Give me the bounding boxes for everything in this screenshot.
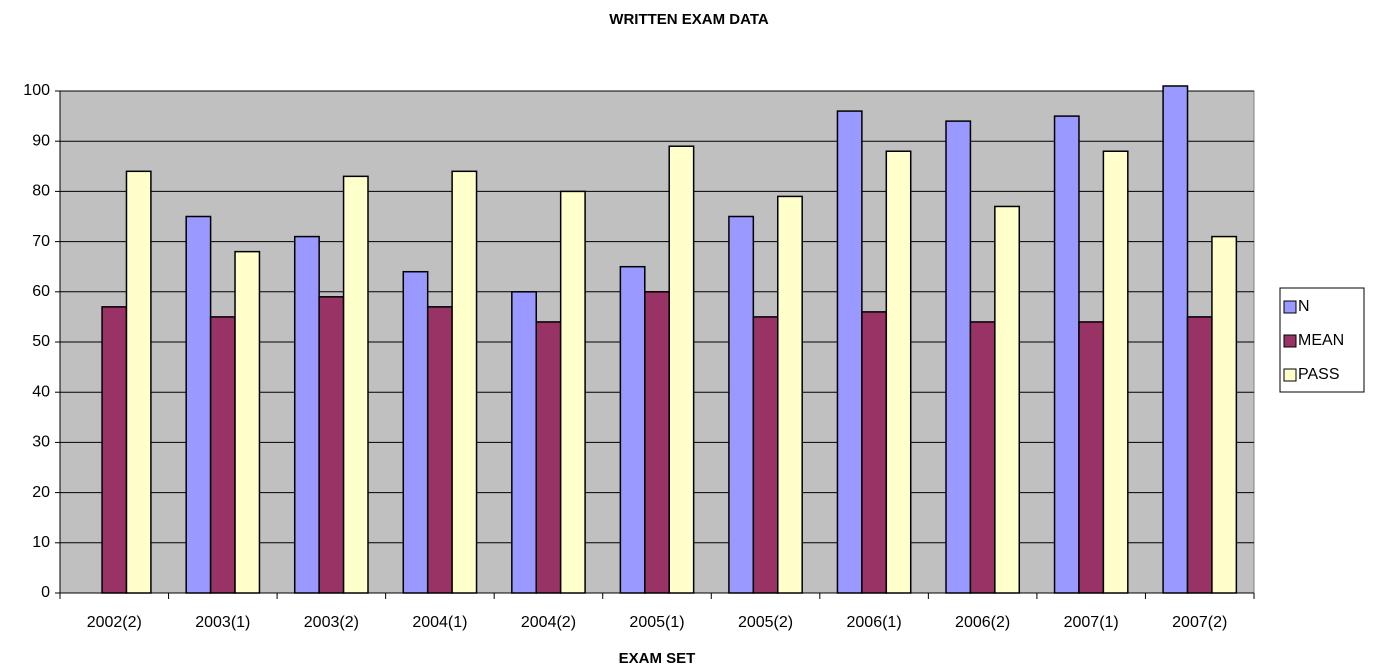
bar <box>668 145 695 594</box>
y-tick-label: 90 <box>32 132 50 149</box>
bar <box>234 250 261 594</box>
x-tick-label: 2003(2) <box>304 614 359 631</box>
x-tick-label: 2002(2) <box>87 614 142 631</box>
y-tick-label: 40 <box>32 383 50 400</box>
y-tick-label: 100 <box>23 82 50 99</box>
legend-swatch <box>1283 368 1297 382</box>
bar <box>402 270 429 594</box>
bar <box>1211 235 1238 594</box>
y-tick-label: 30 <box>32 434 50 451</box>
x-tick-label: 2005(1) <box>629 614 684 631</box>
y-tick-label: 50 <box>32 333 50 350</box>
bar <box>836 110 863 594</box>
bar <box>1186 316 1213 594</box>
y-tick-label: 70 <box>32 233 50 250</box>
bar <box>318 296 345 594</box>
x-tick-label: 2003(1) <box>195 614 250 631</box>
bar <box>1053 115 1080 594</box>
bar <box>777 195 803 594</box>
bar <box>185 215 212 594</box>
bar <box>559 190 586 594</box>
bar <box>209 316 236 594</box>
x-tick-label: 2006(1) <box>847 614 902 631</box>
bar <box>945 120 972 594</box>
bar <box>885 150 912 594</box>
y-tick-label: 20 <box>32 484 50 501</box>
bar <box>1078 321 1105 594</box>
y-tick-label: 60 <box>32 283 50 300</box>
bar <box>511 291 537 594</box>
legend-swatch <box>1283 334 1297 348</box>
y-tick-label: 80 <box>32 183 50 200</box>
legend-label: MEAN <box>1298 332 1344 349</box>
x-tick-label: 2004(2) <box>521 614 576 631</box>
bar <box>535 321 562 594</box>
x-tick-label: 2004(1) <box>412 614 467 631</box>
legend-swatch <box>1283 300 1297 314</box>
bar <box>1102 150 1129 594</box>
bar <box>293 235 320 594</box>
bar <box>451 170 478 594</box>
legend-label: PASS <box>1298 366 1340 383</box>
bar <box>1162 85 1189 594</box>
x-tick-label: 2006(2) <box>955 614 1010 631</box>
bar <box>861 311 888 594</box>
bar <box>994 205 1021 594</box>
bar <box>426 306 453 594</box>
chart-title: WRITTEN EXAM DATA <box>609 11 769 28</box>
x-axis-label: EXAM SET <box>619 650 696 667</box>
x-tick-label: 2005(2) <box>738 614 793 631</box>
bar <box>728 215 755 594</box>
bar <box>752 316 779 594</box>
bar <box>342 175 369 594</box>
x-tick-label: 2007(2) <box>1172 614 1227 631</box>
y-tick-label: 10 <box>32 534 50 551</box>
bar <box>125 170 152 594</box>
bar <box>969 321 996 594</box>
bar <box>101 306 128 594</box>
bar <box>619 265 646 594</box>
x-tick-label: 2007(1) <box>1064 614 1119 631</box>
legend-label: N <box>1298 298 1310 315</box>
y-tick-label: 0 <box>41 584 50 601</box>
bar <box>644 291 670 594</box>
